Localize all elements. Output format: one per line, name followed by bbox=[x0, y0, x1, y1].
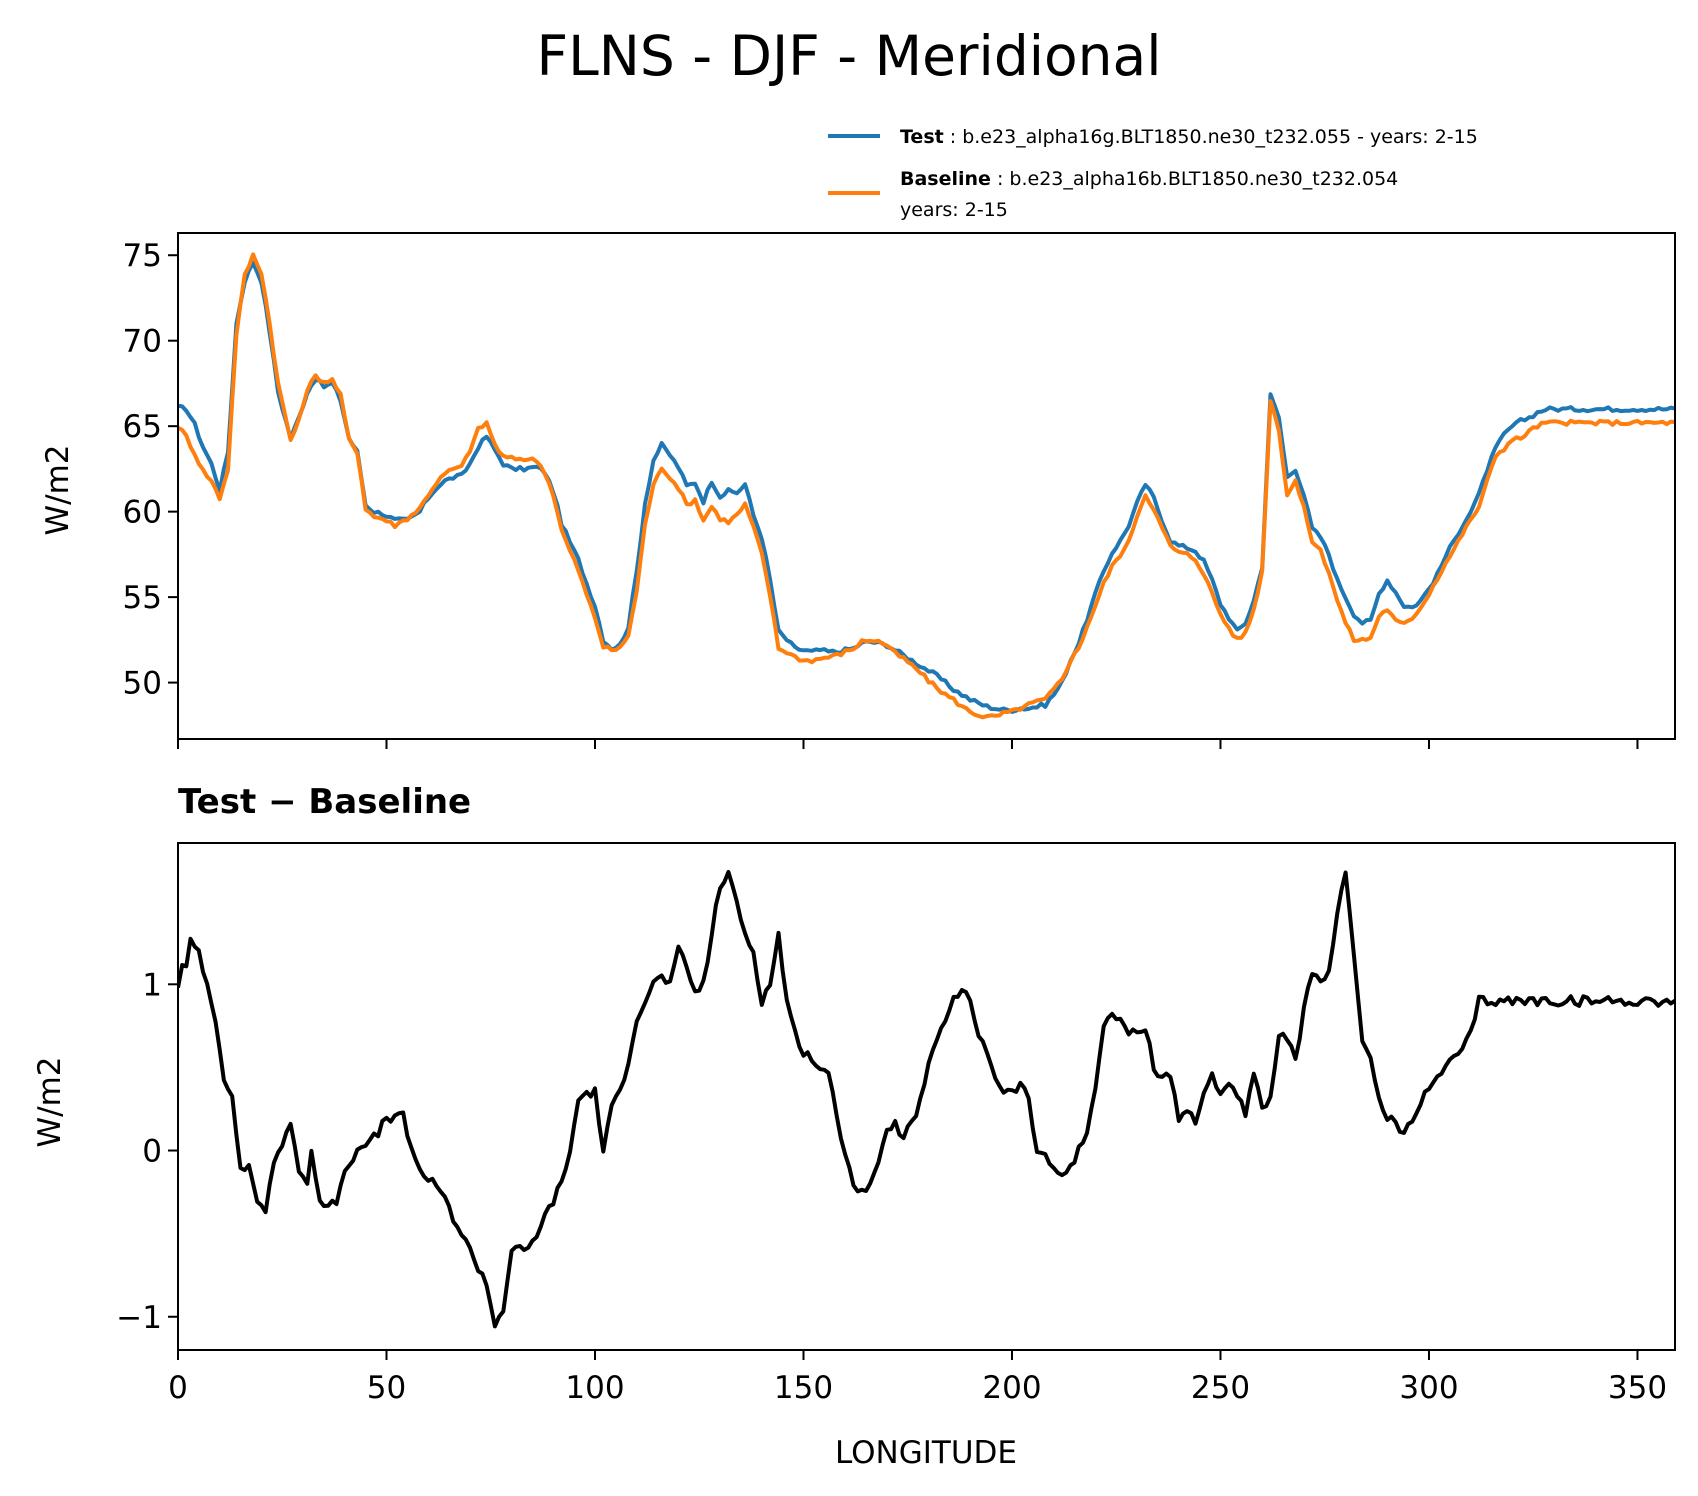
x-tick-label: 300 bbox=[1399, 1370, 1458, 1406]
x-tick-label: 250 bbox=[1191, 1370, 1250, 1406]
difference-line bbox=[178, 870, 1675, 1329]
x-tick-label: 50 bbox=[367, 1370, 406, 1406]
x-tick-label: 150 bbox=[774, 1370, 833, 1406]
bottom-y-axis: −1 0 1 bbox=[116, 967, 178, 1336]
x-tick-label: 350 bbox=[1608, 1370, 1667, 1406]
y-tick-label: 1 bbox=[142, 967, 162, 1003]
y-tick-label: 70 bbox=[123, 324, 162, 360]
legend-test-text: : b.e23_alpha16g.BLT1850.ne30_t232.055 -… bbox=[944, 126, 1478, 148]
top-axes-frame bbox=[177, 232, 1676, 740]
y-tick-label: 55 bbox=[123, 580, 162, 616]
y-tick-label: 0 bbox=[142, 1134, 162, 1170]
legend-baseline-years: years: 2-15 bbox=[900, 199, 1008, 221]
y-tick-label: 65 bbox=[123, 409, 162, 445]
x-tick-label: 200 bbox=[982, 1370, 1041, 1406]
y-tick-label: 50 bbox=[123, 666, 162, 702]
top-plot-area bbox=[178, 252, 1675, 720]
bottom-title: Test − Baseline bbox=[178, 782, 471, 822]
y-tick-label: 75 bbox=[123, 238, 162, 274]
chart-title: FLNS - DJF - Meridional bbox=[536, 24, 1161, 88]
bottom-panel: Test − Baseline W/m2 −101 0 50 100 150 200 25… bbox=[32, 782, 1676, 1471]
top-ylabel: W/m2 bbox=[40, 444, 76, 535]
legend-baseline-text: : b.e23_alpha16b.BLT1850.ne30_t232.054 bbox=[991, 168, 1398, 190]
x-tick-label: 0 bbox=[168, 1370, 188, 1406]
baseline-line bbox=[178, 252, 1675, 720]
top-x-axis bbox=[177, 739, 1639, 749]
x-tick-label: 100 bbox=[565, 1370, 624, 1406]
bottom-plot-area bbox=[178, 870, 1675, 1329]
bottom-xlabel: LONGITUDE bbox=[835, 1435, 1017, 1471]
top-y-axis: 50 55 60 65 70 75 bbox=[123, 238, 178, 702]
bottom-axes-frame bbox=[177, 842, 1676, 1351]
legend-test-name: Test bbox=[900, 126, 944, 148]
legend-baseline-name: Baseline bbox=[900, 168, 991, 190]
legend: Test : b.e23_alpha16g.BLT1850.ne30_t232.… bbox=[828, 126, 1478, 221]
legend-baseline-label: Baseline : b.e23_alpha16b.BLT1850.ne30_t… bbox=[900, 168, 1398, 190]
legend-test-label: Test : b.e23_alpha16g.BLT1850.ne30_t232.… bbox=[900, 126, 1478, 148]
bottom-x-axis: 0 50 100 150 200 250 300 350 bbox=[168, 1350, 1667, 1406]
bottom-ylabel: W/m2 bbox=[32, 1056, 68, 1147]
y-tick-label: −1 bbox=[116, 1300, 162, 1336]
top-panel: W/m2 50 55 60 65 70 75 bbox=[40, 232, 1676, 749]
y-tick-label: 60 bbox=[123, 495, 162, 531]
